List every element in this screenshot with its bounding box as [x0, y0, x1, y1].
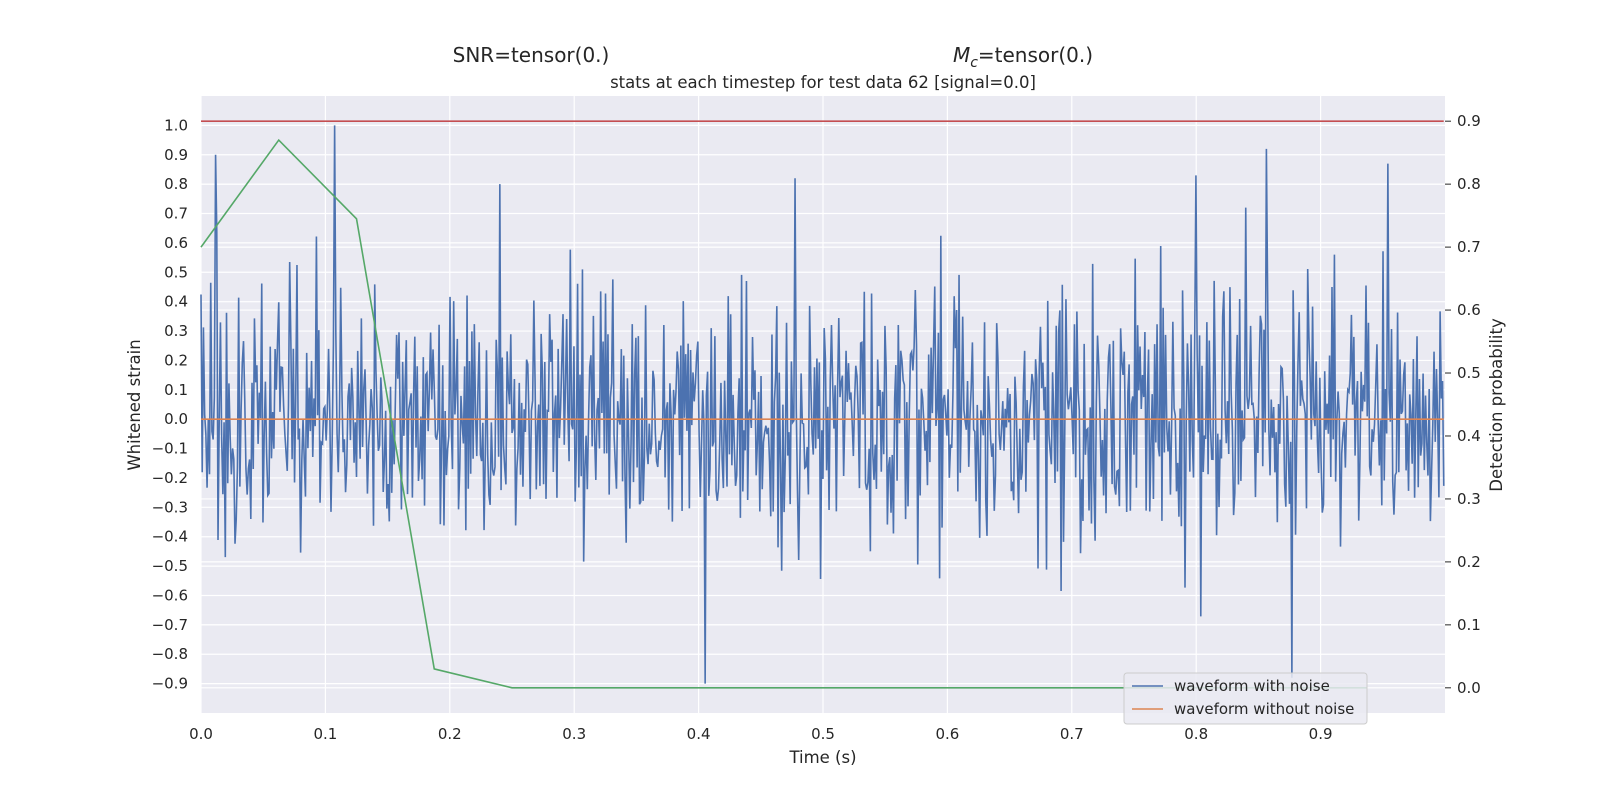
y-tick-label: −0.6 [152, 586, 188, 604]
x-tick-label: 0.1 [313, 725, 337, 743]
y-right-tick-label: 0.3 [1457, 490, 1481, 508]
series-layer [200, 120, 1445, 689]
y-right-tick-label: 0.7 [1457, 238, 1481, 256]
y-tick-label: −0.3 [152, 498, 188, 516]
y-tick-label: −0.7 [152, 616, 188, 634]
x-tick-label: 0.5 [811, 725, 835, 743]
y-tick-label: 0.2 [164, 351, 188, 369]
y-tick-label: 0.8 [164, 175, 188, 193]
y-tick-label: −0.4 [152, 528, 188, 546]
x-tick-label: 0.0 [189, 725, 213, 743]
x-tick-label: 0.8 [1184, 725, 1208, 743]
axes: 0.0 0.1 0.2 0.3 0.4 0.5 0.6 0.7 0.8 0.9 1.0 0.9 0.8 0… [152, 112, 1481, 743]
x-tick-label: 0.7 [1060, 725, 1084, 743]
y-tick-label: 0.1 [164, 381, 188, 399]
y-right-tick-label: 0.8 [1457, 175, 1481, 193]
y-tick-label: 0.6 [164, 234, 188, 252]
x-tick-label: 0.4 [687, 725, 711, 743]
legend-label-with-noise: waveform with noise [1174, 677, 1330, 695]
x-axis-label: Time (s) [788, 748, 856, 767]
y-tick-label: −0.1 [152, 440, 188, 458]
y-right-tick-label: 0.9 [1457, 112, 1481, 130]
suptitle-chirp-mass: Mc=tensor(0.) [953, 43, 1093, 71]
y-axis-label: Whitened strain [125, 339, 144, 470]
suptitle-chirp-mass-subscript: c [970, 55, 978, 71]
suptitle-chirp-mass-symbol: M [953, 43, 970, 67]
x-tick-label: 0.3 [562, 725, 586, 743]
y-right-axis-label: Detection probability [1487, 318, 1506, 492]
y-tick-label: 0.9 [164, 146, 188, 164]
y-tick-label: 0.7 [164, 205, 188, 223]
legend: waveform with noise waveform without noi… [1123, 672, 1368, 725]
x-tick-label: 0.6 [935, 725, 959, 743]
legend-label-without-noise: waveform without noise [1174, 700, 1354, 718]
y-tick-label: 0.0 [164, 410, 188, 428]
y-right-tick-label: 0.5 [1457, 364, 1481, 382]
x-tick-label: 0.9 [1309, 725, 1333, 743]
y-tick-label: −0.8 [152, 645, 188, 663]
y-tick-label: −0.2 [152, 469, 188, 487]
suptitle-snr: SNR=tensor(0.) [453, 43, 610, 67]
y-right-tick-label: 0.1 [1457, 616, 1481, 634]
y-tick-label: 0.4 [164, 293, 188, 311]
x-tick-label: 0.2 [438, 725, 462, 743]
y-tick-label: −0.5 [152, 557, 188, 575]
suptitle-chirp-mass-rest: =tensor(0.) [978, 43, 1093, 67]
y-right-tick-label: 0.4 [1457, 427, 1481, 445]
y-right-tick-label: 0.0 [1457, 679, 1481, 697]
y-right-tick-label: 0.2 [1457, 553, 1481, 571]
y-tick-label: −0.9 [152, 675, 188, 693]
series-waveform-with-noise [200, 125, 1445, 684]
y-right-tick-label: 0.6 [1457, 301, 1481, 319]
legend-box [1123, 672, 1368, 725]
y-tick-label: 0.3 [164, 322, 188, 340]
y-tick-label: 1.0 [164, 116, 188, 134]
chart-title: stats at each timestep for test data 62 … [610, 73, 1036, 92]
y-tick-label: 0.5 [164, 263, 188, 281]
